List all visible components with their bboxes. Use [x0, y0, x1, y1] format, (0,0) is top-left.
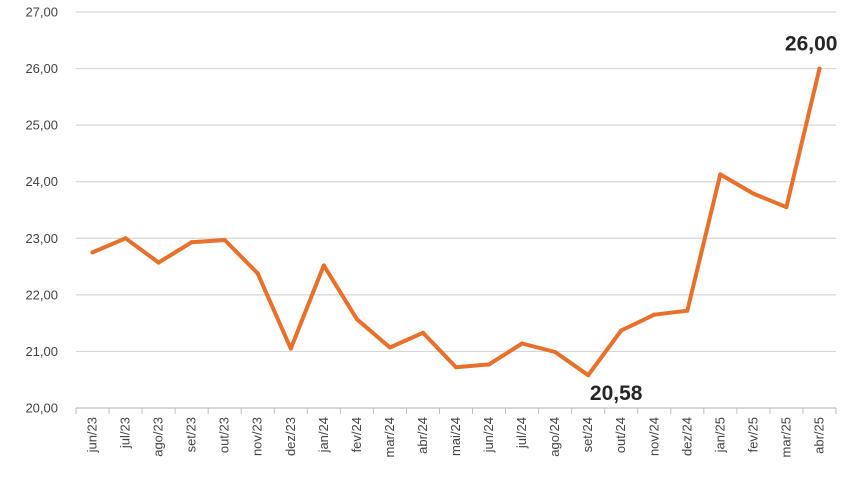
- data-point: [354, 317, 359, 322]
- series-line: [90, 66, 822, 378]
- data-point: [520, 341, 525, 346]
- series-line-group: [90, 66, 822, 378]
- x-tick-label: nov/24: [646, 417, 661, 456]
- y-tick-label: 26,00: [25, 61, 58, 76]
- x-tick-label: dez/24: [679, 417, 694, 456]
- data-point: [586, 373, 591, 378]
- x-tick-label: fev/24: [349, 417, 364, 452]
- x-tick-label: nov/23: [250, 417, 265, 456]
- data-point: [222, 237, 227, 242]
- data-point: [255, 271, 260, 276]
- data-point: [751, 191, 756, 196]
- x-tick-label: jul/24: [514, 417, 529, 449]
- x-tick-label: jun/24: [481, 417, 496, 453]
- y-tick-label: 23,00: [25, 231, 58, 246]
- data-labels: 20,58 26,00: [590, 33, 838, 406]
- x-tick-label: out/24: [613, 417, 628, 453]
- data-point: [321, 263, 326, 268]
- x-tick-label: mai/24: [448, 417, 463, 456]
- data-point: [685, 308, 690, 313]
- x-tick-label: set/23: [184, 417, 199, 452]
- y-tick-label: 25,00: [25, 118, 58, 133]
- y-tick-label: 27,00: [25, 5, 58, 20]
- data-point: [156, 260, 161, 265]
- x-tick-label: fev/25: [745, 417, 760, 452]
- y-axis-tick-labels: 20,00 21,00 22,00 23,00 24,00 25,00 26,00 27,00: [25, 5, 58, 416]
- x-tick-label: mar/24: [382, 417, 397, 457]
- data-point: [652, 312, 657, 317]
- y-tick-label: 24,00: [25, 174, 58, 189]
- x-tick-label: abr/25: [811, 417, 826, 454]
- y-tick-label: 21,00: [25, 344, 58, 359]
- y-tick-label: 20,00: [25, 401, 58, 416]
- data-point: [487, 362, 492, 367]
- gridlines: [76, 11, 836, 353]
- data-point: [387, 345, 392, 350]
- data-point: [817, 66, 822, 71]
- x-tick-label: jun/23: [85, 417, 100, 453]
- data-point: [553, 349, 558, 354]
- x-tick-label: ago/24: [547, 417, 562, 457]
- x-tick-label: jan/24: [316, 417, 331, 453]
- data-point: [90, 250, 95, 255]
- data-point: [784, 205, 789, 210]
- data-point: [420, 330, 425, 335]
- x-axis: [75, 407, 837, 414]
- x-tick-label: set/24: [580, 417, 595, 452]
- data-point: [189, 240, 194, 245]
- x-tick-label: out/23: [217, 417, 232, 453]
- data-point: [454, 365, 458, 370]
- data-point: [619, 328, 624, 333]
- x-tick-label: abr/24: [415, 417, 430, 454]
- x-tick-label: jan/25: [712, 417, 727, 453]
- x-tick-label: jul/23: [118, 417, 133, 449]
- data-point: [718, 172, 723, 177]
- data-label: 26,00: [785, 33, 838, 56]
- x-tick-label: ago/23: [151, 417, 166, 457]
- data-point: [123, 236, 128, 241]
- y-tick-label: 22,00: [25, 287, 58, 302]
- data-label: 20,58: [590, 382, 643, 405]
- x-tick-label: dez/23: [283, 417, 298, 456]
- x-axis-tick-labels: jun/23 jul/23 ago/23 set/23 out/23 nov/23 dez/…: [85, 417, 827, 457]
- data-point: [288, 346, 293, 351]
- x-tick-label: mar/25: [778, 417, 793, 457]
